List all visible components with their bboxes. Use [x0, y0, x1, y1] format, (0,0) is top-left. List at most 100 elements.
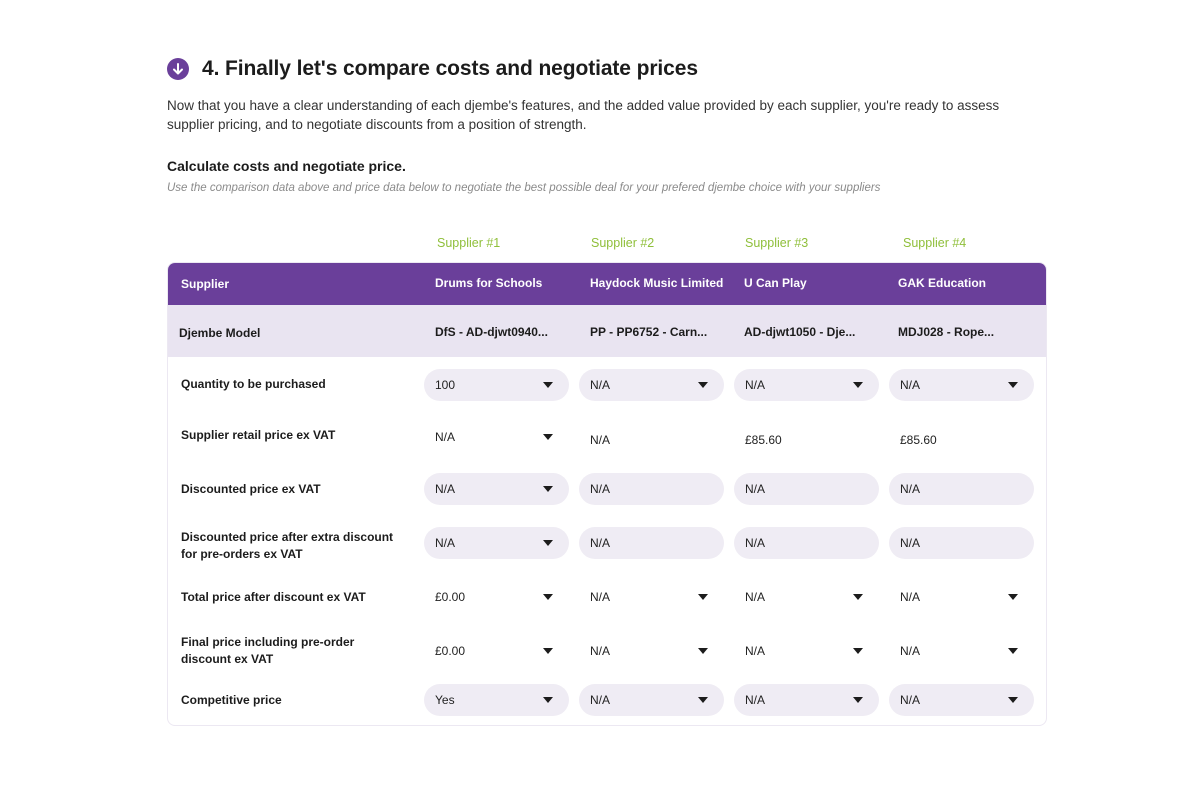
header-supplier-4: GAK Education	[898, 276, 987, 290]
select-value: N/A	[435, 482, 456, 496]
step-header: 4. Finally let's compare costs and negot…	[167, 57, 698, 81]
chevron-down-icon	[853, 382, 863, 388]
discounted-price-select-1[interactable]: N/A	[424, 473, 569, 505]
row-label-retail-price: Supplier retail price ex VAT	[181, 428, 336, 442]
total-price-select-1[interactable]: £0.00	[424, 581, 569, 613]
final-price-select-1[interactable]: £0.00	[424, 635, 569, 667]
chevron-down-icon	[543, 594, 553, 600]
chevron-down-icon	[1008, 382, 1018, 388]
chevron-down-icon	[853, 648, 863, 654]
row-label-total-price: Total price after discount ex VAT	[181, 590, 366, 604]
retail-price-3: £85.60	[734, 424, 879, 456]
arrow-down-circle-icon	[167, 58, 189, 80]
model-supplier-4[interactable]: MDJ028 - Rope...	[898, 325, 995, 339]
step-title: 4. Finally let's compare costs and negot…	[202, 57, 698, 80]
select-value: N/A	[590, 590, 611, 604]
discounted-price-input-4[interactable]: N/A	[889, 473, 1034, 505]
select-value: N/A	[900, 693, 921, 707]
select-value: N/A	[745, 644, 766, 658]
chevron-down-icon	[698, 382, 708, 388]
final-price-select-2[interactable]: N/A	[579, 635, 724, 667]
retail-value: N/A	[590, 433, 611, 447]
retail-price-select-1[interactable]: N/A	[424, 421, 569, 453]
input-value: N/A	[900, 482, 921, 496]
select-value: N/A	[745, 590, 766, 604]
model-supplier-3[interactable]: AD-djwt1050 - Dje...	[744, 325, 856, 339]
row-label-discounted-price: Discounted price ex VAT	[181, 482, 321, 496]
competitive-select-1[interactable]: Yes	[424, 684, 569, 716]
select-value: 100	[435, 378, 456, 392]
input-value: N/A	[745, 536, 766, 550]
header-supplier-2: Haydock Music Limited	[590, 276, 724, 290]
chevron-down-icon	[543, 697, 553, 703]
quantity-select-1[interactable]: 100	[424, 369, 569, 401]
select-value: N/A	[900, 590, 921, 604]
djembe-model-row: Djembe Model DfS - AD-djwt0940... PP - P…	[168, 305, 1046, 357]
preorder-discount-input-2[interactable]: N/A	[579, 527, 724, 559]
chevron-down-icon	[1008, 697, 1018, 703]
retail-price-4: £85.60	[889, 424, 1034, 456]
quantity-select-3[interactable]: N/A	[734, 369, 879, 401]
header-supplier-3: U Can Play	[744, 276, 807, 290]
section-hint: Use the comparison data above and price …	[167, 182, 881, 194]
input-value: N/A	[900, 536, 921, 550]
final-price-select-3[interactable]: N/A	[734, 635, 879, 667]
final-price-select-4[interactable]: N/A	[889, 635, 1034, 667]
supplier-number-3: Supplier #3	[745, 236, 809, 250]
chevron-down-icon	[543, 648, 553, 654]
quantity-select-4[interactable]: N/A	[889, 369, 1034, 401]
discounted-price-input-2[interactable]: N/A	[579, 473, 724, 505]
model-supplier-1[interactable]: DfS - AD-djwt0940...	[435, 325, 548, 339]
model-label: Djembe Model	[179, 326, 261, 340]
total-price-select-2[interactable]: N/A	[579, 581, 724, 613]
retail-value: £85.60	[745, 433, 782, 447]
select-value: N/A	[590, 693, 611, 707]
preorder-discount-input-4[interactable]: N/A	[889, 527, 1034, 559]
select-value: N/A	[745, 378, 766, 392]
select-value: N/A	[900, 644, 921, 658]
chevron-down-icon	[1008, 594, 1018, 600]
retail-value: £85.60	[900, 433, 937, 447]
header-supplier-label: Supplier	[181, 277, 230, 291]
chevron-down-icon	[543, 382, 553, 388]
discounted-price-input-3[interactable]: N/A	[734, 473, 879, 505]
select-value: N/A	[745, 693, 766, 707]
quantity-select-2[interactable]: N/A	[579, 369, 724, 401]
competitive-select-4[interactable]: N/A	[889, 684, 1034, 716]
row-label-quantity: Quantity to be purchased	[181, 377, 326, 391]
input-value: N/A	[590, 536, 611, 550]
header-supplier-1: Drums for Schools	[435, 276, 543, 290]
intro-text: Now that you have a clear understanding …	[167, 98, 1000, 132]
chevron-down-icon	[853, 594, 863, 600]
row-label-final-price: Final price including pre-order discount…	[181, 635, 355, 666]
table-header-row: Supplier Drums for Schools Haydock Music…	[168, 263, 1046, 305]
row-label-preorder-discount: Discounted price after extra discount fo…	[181, 530, 394, 561]
model-supplier-2[interactable]: PP - PP6752 - Carn...	[590, 325, 708, 339]
price-comparison-table: Supplier Drums for Schools Haydock Music…	[167, 262, 1047, 726]
preorder-discount-select-1[interactable]: N/A	[424, 527, 569, 559]
input-value: N/A	[745, 482, 766, 496]
chevron-down-icon	[543, 434, 553, 440]
select-value: £0.00	[435, 644, 466, 658]
chevron-down-icon	[853, 697, 863, 703]
chevron-down-icon	[698, 697, 708, 703]
preorder-discount-input-3[interactable]: N/A	[734, 527, 879, 559]
total-price-select-4[interactable]: N/A	[889, 581, 1034, 613]
select-value: N/A	[590, 644, 611, 658]
select-value: N/A	[900, 378, 921, 392]
section-title: Calculate costs and negotiate price.	[167, 158, 406, 174]
chevron-down-icon	[698, 648, 708, 654]
input-value: N/A	[590, 482, 611, 496]
competitive-select-3[interactable]: N/A	[734, 684, 879, 716]
chevron-down-icon	[698, 594, 708, 600]
total-price-select-3[interactable]: N/A	[734, 581, 879, 613]
supplier-number-2: Supplier #2	[591, 236, 655, 250]
supplier-number-1: Supplier #1	[437, 236, 501, 250]
select-value: £0.00	[435, 590, 466, 604]
row-label-competitive-price: Competitive price	[181, 693, 282, 707]
chevron-down-icon	[543, 540, 553, 546]
supplier-number-4: Supplier #4	[903, 236, 967, 250]
retail-price-2: N/A	[579, 424, 724, 456]
competitive-select-2[interactable]: N/A	[579, 684, 724, 716]
chevron-down-icon	[543, 486, 553, 492]
